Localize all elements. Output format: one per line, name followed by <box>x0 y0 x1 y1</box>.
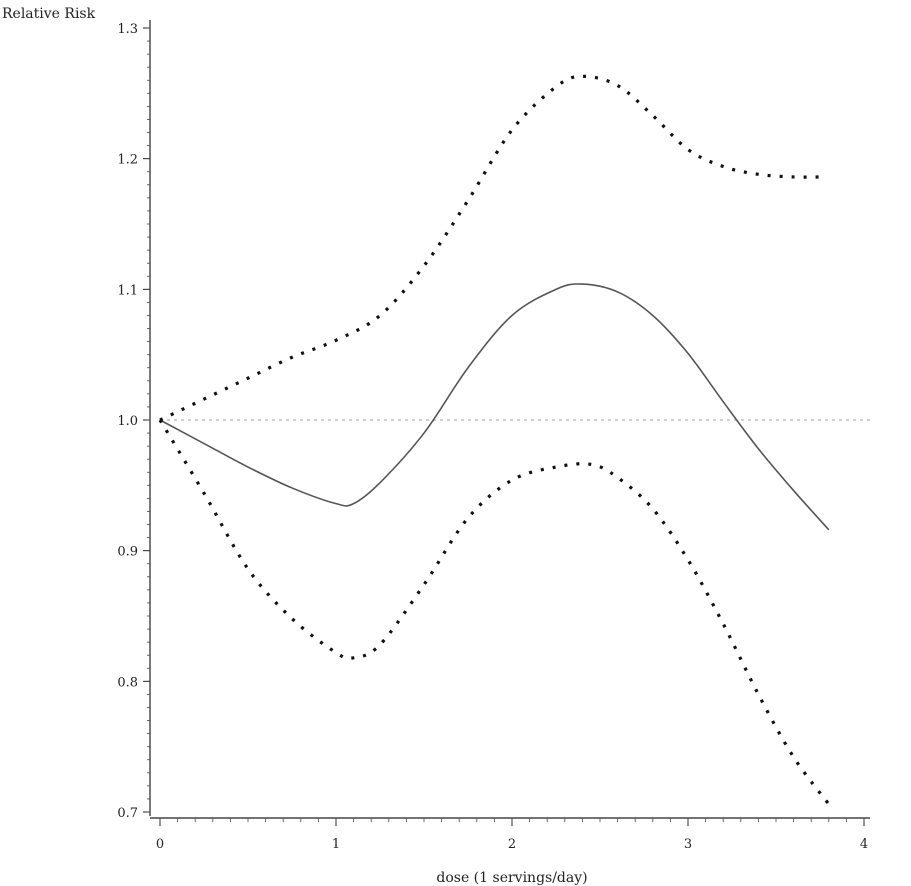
x-tick-label: 3 <box>684 837 692 852</box>
x-axis-title: dose (1 servings/day) <box>436 870 587 886</box>
y-axis-title: Relative Risk <box>2 6 96 22</box>
upper-ci-curve <box>159 74 821 422</box>
estimate-curve <box>159 283 830 531</box>
series-group <box>158 74 831 806</box>
y-tick-label: 1.1 <box>117 283 138 298</box>
y-tick-label: 1.2 <box>117 153 138 168</box>
y-tick-label: 1.0 <box>117 414 138 429</box>
y-tick-label: 0.8 <box>117 675 138 690</box>
x-tick-label: 4 <box>860 837 868 852</box>
x-tick-label: 1 <box>332 837 340 852</box>
lower-ci-curve <box>158 419 831 806</box>
y-tick-label: 0.9 <box>117 545 138 560</box>
y-tick-label: 1.3 <box>117 22 138 37</box>
axes: 0.7 0.8 0.9 1.0 1.1 1.2 1.3 0 1 2 3 4 <box>117 20 870 852</box>
x-tick-label: 0 <box>156 837 164 852</box>
y-tick-label: 0.7 <box>117 806 138 821</box>
x-tick-label: 2 <box>508 837 516 852</box>
